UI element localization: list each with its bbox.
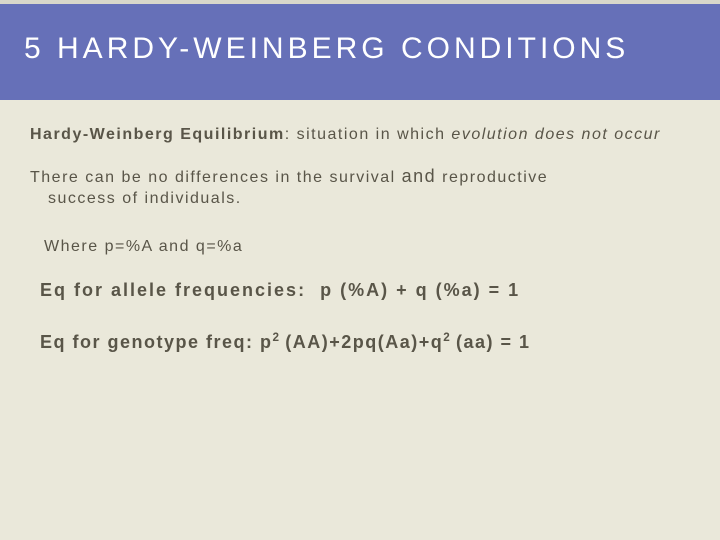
slide-title: 5 HARDY-WEINBERG CONDITIONS [24, 32, 696, 66]
survival-suffix: reproductive [436, 169, 548, 186]
definition-line: Hardy-Weinberg Equilibrium: situation in… [30, 124, 690, 146]
where-line: Where p=%A and q=%a [30, 238, 690, 256]
eq1-expr: p (%A) + q (%a) = 1 [320, 280, 520, 300]
eq2-sup1: 2 [273, 331, 286, 344]
definition-term: Hardy-Weinberg Equilibrium [30, 126, 285, 143]
survival-line: There can be no differences in the survi… [30, 164, 690, 210]
eq2-sup2: 2 [443, 331, 456, 344]
slide-header: 5 HARDY-WEINBERG CONDITIONS [0, 0, 720, 100]
survival-and: and [402, 166, 437, 186]
eq2-t2: (AA)+2pq(Aa)+q [285, 332, 443, 352]
eq2-label: Eq for genotype freq: [40, 332, 260, 352]
definition-colon: : situation in which [285, 126, 452, 143]
eq2-t1: p [260, 332, 273, 352]
survival-prefix: There can be no differences in the survi… [30, 169, 402, 186]
slide-content: Hardy-Weinberg Equilibrium: situation in… [0, 100, 720, 540]
equation-allele: Eq for allele frequencies: p (%A) + q (%… [30, 280, 690, 301]
eq1-label: Eq for allele frequencies: [40, 280, 306, 300]
eq2-t3: (aa) = 1 [456, 332, 531, 352]
survival-line2: success of individuals. [30, 188, 690, 210]
equation-genotype: Eq for genotype freq: p2 (AA)+2pq(Aa)+q2… [30, 331, 690, 353]
slide: 5 HARDY-WEINBERG CONDITIONS Hardy-Weinbe… [0, 0, 720, 540]
definition-italic: evolution does not occur [451, 126, 660, 143]
